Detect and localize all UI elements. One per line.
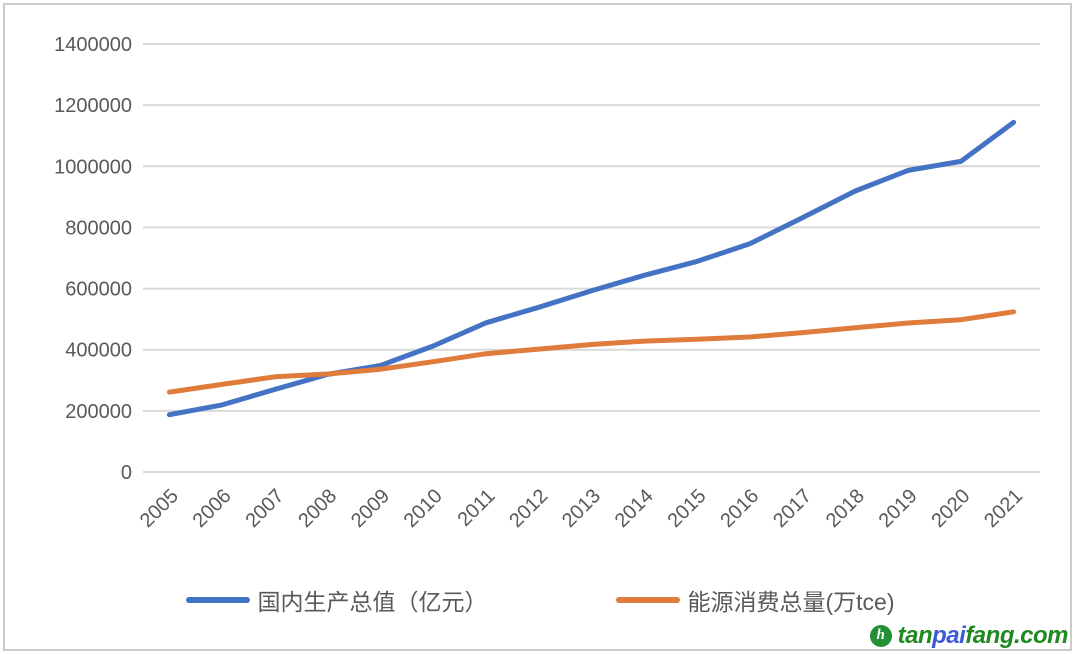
tanpaifang-logo-icon: h [869,625,892,647]
y-axis-tick-label: 1400000 [54,34,132,56]
x-axis-tick-label: 2007 [241,485,288,532]
x-axis-tick-label: 2008 [294,485,341,532]
x-axis-tick-label: 2005 [136,485,183,532]
gdp-series-line [166,119,1017,418]
x-axis-tick-label: 2006 [189,485,236,532]
gdp-line-swatch [185,597,250,603]
y-axis-tick-label: 200000 [65,401,132,423]
energy-series-line [166,309,1017,395]
watermark-text-part: pai [932,622,966,649]
y-axis-tick-label: 600000 [65,279,132,301]
x-axis-tick-label: 2017 [769,485,816,532]
x-axis-tick-label: 2011 [454,485,500,531]
energy-line-swatch [615,597,680,603]
watermark-text-part: tan [897,622,933,649]
y-axis-tick-label: 1000000 [54,156,132,178]
x-axis-tick-label: 2010 [400,485,447,532]
legend-label-gdp: 国内生产总值（亿元） [257,589,488,615]
legend-item-energy: 能源消费总量(万tce) [615,583,895,617]
x-axis-tick-label: 2015 [664,485,711,532]
x-axis-tick-label: 2019 [875,485,922,532]
legend-item-gdp: 国内生产总值（亿元） [185,583,488,617]
x-axis-tick-label: 2012 [505,485,552,532]
x-axis-tick-label: 2014 [611,485,658,532]
legend-label-energy: 能源消费总量(万tce) [687,589,895,615]
y-axis-tick-label: 1200000 [54,95,132,117]
x-axis-tick-label: 2018 [822,485,869,532]
x-axis-tick-label: 2009 [347,485,394,532]
x-axis-tick-label: 2021 [980,485,1027,532]
x-axis-tick-label: 2016 [716,485,763,532]
watermark-text-part: fang.com [965,622,1068,649]
x-axis-tick-label: 2020 [927,485,974,532]
chart-legend: 国内生产总值（亿元） 能源消费总量(万tce) [0,585,1080,615]
x-axis-tick-label: 2013 [558,485,605,532]
y-axis-tick-label: 800000 [65,217,132,239]
y-axis-tick-label: 0 [121,462,132,484]
watermark-text: tanpaifang.com [897,622,1069,650]
tanpaifang-watermark: h tanpaifang.com [869,622,1069,650]
y-axis-tick-label: 400000 [65,340,132,362]
